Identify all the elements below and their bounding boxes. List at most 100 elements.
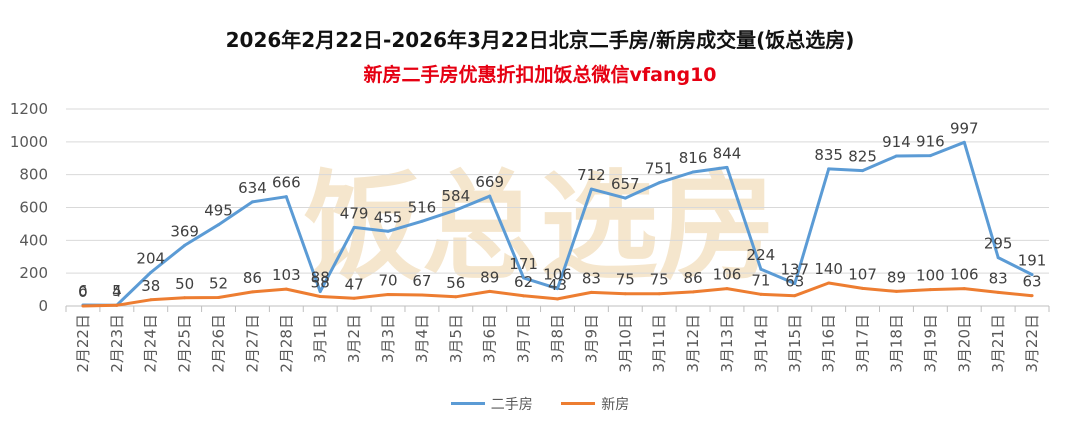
data-point [759,292,763,296]
y-tick-label: 1200 [10,100,48,118]
data-point [556,287,559,291]
data-point [81,304,85,308]
data-point [250,290,254,294]
watermark-text: 饭总选房 [304,158,776,296]
legend: 二手房 新房 [0,393,1080,414]
data-point [522,294,526,298]
x-tick-label: 3月1日 [311,314,329,363]
data-label: 495 [204,202,233,220]
data-label: 295 [984,235,1013,253]
data-point [420,219,424,223]
data-label: 669 [475,173,504,191]
legend-label-newhouse: 新房 [601,396,630,413]
data-point [861,169,865,173]
data-label: 47 [345,275,364,293]
y-tick-label: 600 [19,199,48,217]
data-point [894,289,898,293]
x-tick-label: 3月21日 [989,314,1007,373]
data-point [454,295,458,299]
x-tick-label: 2月28日 [277,314,295,373]
data-label: 0 [78,283,88,301]
data-point [318,290,322,294]
y-tick-label: 400 [19,231,48,249]
data-point [420,293,424,297]
x-axis: 2月22日 2月23日 2月24日 2月25日 2月26日 2月27日 2月28日 3月1日 3… [65,306,1050,373]
data-point [793,294,797,298]
data-label: 455 [374,208,403,226]
x-tick-label: 3月9日 [582,314,600,363]
x-tick-label: 3月15日 [786,314,804,373]
data-label: 38 [141,277,160,295]
data-point [556,297,559,301]
data-label: 6 [78,282,88,300]
data-label: 751 [645,160,674,178]
data-point [183,243,187,247]
x-tick-label: 3月2日 [345,314,363,363]
data-point [996,290,1000,294]
x-tick-label: 3月19日 [921,314,939,373]
data-label: 171 [509,255,538,273]
data-point [623,196,627,200]
data-point [589,187,593,191]
y-tick-label: 0 [38,297,48,315]
data-label: 516 [408,198,437,216]
data-point [691,170,695,174]
data-point [691,290,695,294]
y-tick-label: 200 [19,264,48,282]
watermark: 饭总选房 [304,158,776,296]
chart-subtitle: 新房二手房优惠折扣加饭总微信vfang10 [363,64,717,86]
legend-swatch-newhouse [561,402,596,405]
data-point [962,140,966,144]
data-label: 191 [1018,252,1047,270]
x-tick-label: 3月18日 [887,314,905,373]
data-label: 657 [611,175,640,193]
x-tick-label: 3月13日 [718,314,736,373]
data-point [115,303,119,307]
data-point [928,154,932,158]
data-point [589,290,593,294]
data-point [962,287,966,291]
x-tick-label: 3月16日 [820,314,838,373]
data-label: 106 [713,266,742,284]
data-point [217,223,221,227]
data-point [894,154,898,158]
data-point [522,276,526,280]
data-label: 67 [412,272,431,290]
data-label: 75 [616,271,635,289]
chart-title: 2026年2月22日-2026年3月22日北京二手房/新房成交量(饭总选房) [225,28,855,52]
data-point [1030,294,1034,298]
data-label: 86 [243,269,262,287]
data-point [318,294,322,298]
data-point [183,296,187,300]
grid-lines [66,108,1049,307]
x-tick-label: 3月10日 [616,314,634,373]
x-tick-label: 2月24日 [142,314,160,373]
data-point [928,288,932,292]
data-label: 825 [848,148,877,166]
data-label: 89 [887,268,906,286]
data-label: 5 [112,282,122,300]
data-label: 58 [311,273,330,291]
data-point [725,165,729,169]
data-point [454,208,458,212]
data-label: 86 [684,269,703,287]
data-label: 914 [882,133,911,151]
data-label: 204 [136,250,165,268]
data-point [759,267,763,271]
data-label: 75 [650,271,669,289]
data-point [623,292,627,296]
x-tick-label: 2月25日 [176,314,194,373]
y-tick-label: 800 [19,166,48,184]
data-point [861,286,865,290]
data-label: 52 [209,274,228,292]
data-point [793,282,797,286]
x-tick-label: 3月17日 [854,314,872,373]
x-tick-label: 3月12日 [684,314,702,373]
data-label: 70 [378,272,397,290]
data-label: 835 [814,146,843,164]
data-label: 43 [548,276,567,294]
x-tick-label: 2月26日 [210,314,228,373]
data-label: 140 [814,260,843,278]
legend-item-secondhand: 二手房 [450,394,533,414]
